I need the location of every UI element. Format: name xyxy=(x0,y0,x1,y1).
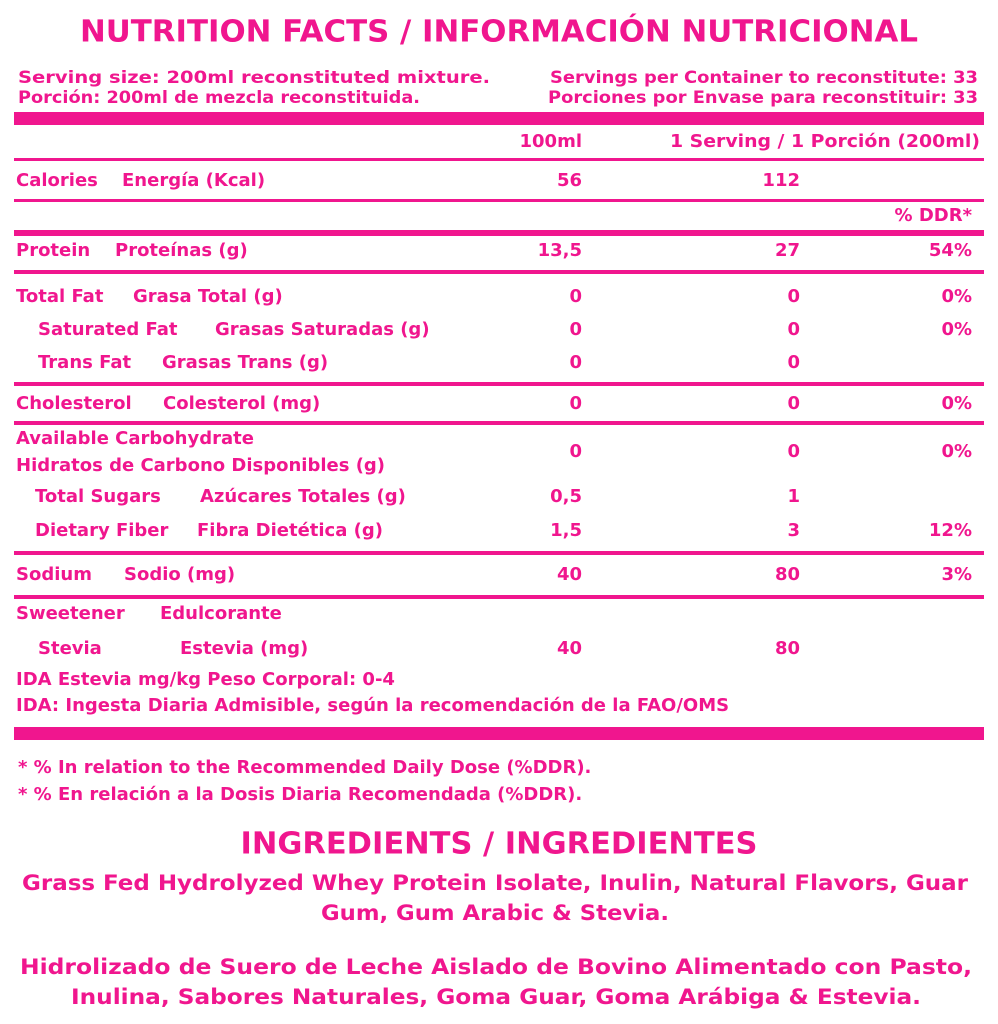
rule xyxy=(14,595,984,599)
label-text: Saturated Fat xyxy=(38,319,178,340)
label-text: 0 xyxy=(787,393,800,414)
label-text: 12% xyxy=(929,520,972,541)
rule xyxy=(14,382,984,386)
rule xyxy=(14,199,984,202)
label-text: 80 xyxy=(775,638,800,659)
label-text: 0% xyxy=(941,441,972,462)
label-text: Grasas Trans (g) xyxy=(162,352,328,373)
label-text: 0 xyxy=(569,286,582,307)
label-text: 54% xyxy=(929,240,972,261)
label-text: 0 xyxy=(569,352,582,373)
label-text: 1 Serving / 1 Porción (200ml) xyxy=(670,131,980,152)
label-text: * % En relación a la Dosis Diaria Recome… xyxy=(18,784,582,805)
label-text: Total Sugars xyxy=(35,486,161,507)
label-text: * % In relation to the Recommended Daily… xyxy=(18,757,591,778)
label-text: 0 xyxy=(569,393,582,414)
label-text: 0 xyxy=(787,352,800,373)
label-text: INGREDIENTS / INGREDIENTES xyxy=(241,827,758,862)
label-text: Dietary Fiber xyxy=(35,520,169,541)
label-text: 0 xyxy=(569,441,582,462)
label-text: Available Carbohydrate xyxy=(16,428,254,449)
label-text: 0% xyxy=(941,393,972,414)
label-text: Calories xyxy=(16,170,98,191)
label-text: Trans Fat xyxy=(38,352,132,373)
label-text: Gum, Gum Arabic & Stevia. xyxy=(321,901,669,925)
label-text: Colesterol (mg) xyxy=(163,393,320,414)
label-text: IDA Estevia mg/kg Peso Corporal: 0-4 xyxy=(16,669,395,690)
label-text: 40 xyxy=(557,638,582,659)
label-text: 1 xyxy=(787,486,800,507)
label-text: Grasas Saturadas (g) xyxy=(215,319,430,340)
label-text: 0,5 xyxy=(550,486,582,507)
thick-rule xyxy=(14,112,984,125)
label-text: Sodium xyxy=(16,564,92,585)
label-text: Proteínas (g) xyxy=(115,240,248,261)
label-text: IDA: Ingesta Diaria Admisible, según la … xyxy=(16,695,729,716)
label-text: NUTRITION FACTS / INFORMACIÓN NUTRICIONA… xyxy=(80,13,918,50)
label-text: Grasa Total (g) xyxy=(133,286,283,307)
label-text: Sweetener xyxy=(16,603,125,624)
label-text: 0 xyxy=(787,286,800,307)
label-text: Hidrolizado de Suero de Leche Aislado de… xyxy=(20,955,972,979)
label-text: Porción: 200ml de mezcla reconstituida. xyxy=(18,88,420,108)
rule xyxy=(14,551,984,555)
label-text: Azúcares Totales (g) xyxy=(200,486,406,507)
label-text: Serving size: 200ml reconstituted mixtur… xyxy=(18,68,490,88)
label-text: 3 xyxy=(787,520,800,541)
label-text: Fibra Dietética (g) xyxy=(197,520,383,541)
label-text: Servings per Container to reconstitute: … xyxy=(550,68,978,88)
label-text: 40 xyxy=(557,564,582,585)
label-text: 27 xyxy=(775,240,800,261)
label-text: Protein xyxy=(16,240,90,261)
label-text: 0% xyxy=(941,319,972,340)
label-text: 0 xyxy=(787,441,800,462)
label-text: 0 xyxy=(787,319,800,340)
label-text: % DDR* xyxy=(895,205,973,226)
label-text: 80 xyxy=(775,564,800,585)
rule xyxy=(14,158,984,161)
label-text: Estevia (mg) xyxy=(180,638,308,659)
label-text: Porciones por Envase para reconstituir: … xyxy=(548,88,978,108)
label-text: 100ml xyxy=(520,131,583,152)
label-text: Total Fat xyxy=(16,286,104,307)
label-text: Grass Fed Hydrolyzed Whey Protein Isolat… xyxy=(22,871,969,895)
label-text: Energía (Kcal) xyxy=(122,170,265,191)
label-text: Inulina, Sabores Naturales, Goma Guar, G… xyxy=(71,985,921,1009)
label-text: 0% xyxy=(941,286,972,307)
label-text: Cholesterol xyxy=(16,393,132,414)
thick-rule xyxy=(14,727,984,740)
thick-rule xyxy=(14,230,984,236)
label-text: 112 xyxy=(762,170,800,191)
label-text: Sodio (mg) xyxy=(124,564,235,585)
label-text: 1,5 xyxy=(550,520,582,541)
label-text: 0 xyxy=(569,319,582,340)
label-text: 13,5 xyxy=(538,240,582,261)
rule xyxy=(14,270,984,274)
label-text: Hidratos de Carbono Disponibles (g) xyxy=(16,455,385,476)
label-text: 3% xyxy=(941,564,972,585)
label-text: Stevia xyxy=(38,638,102,659)
rule xyxy=(14,421,984,425)
label-text: 56 xyxy=(557,170,582,191)
label-text: Edulcorante xyxy=(160,603,282,624)
